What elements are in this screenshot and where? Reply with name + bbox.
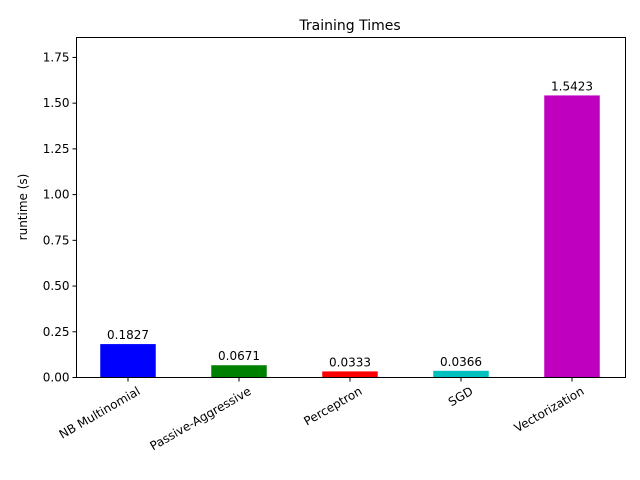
y-axis-label: runtime (s) bbox=[16, 174, 30, 241]
bar bbox=[211, 365, 267, 378]
x-tick-label: NB Multinomial bbox=[57, 384, 143, 442]
y-tick-label: 1.00 bbox=[43, 188, 70, 202]
y-tick-label: 0.00 bbox=[43, 371, 70, 385]
chart-title: Training Times bbox=[298, 18, 400, 34]
bar bbox=[544, 95, 600, 378]
bar-value-label: 0.0333 bbox=[329, 355, 371, 369]
bars-group bbox=[100, 95, 600, 378]
bar bbox=[100, 344, 156, 378]
bar-value-label: 0.0366 bbox=[440, 355, 482, 369]
y-axis-ticks: 0.00 0.25 0.50 0.75 1.00 1.25 1.50 1.75 bbox=[43, 50, 77, 385]
plot-frame bbox=[76, 37, 626, 378]
bar bbox=[322, 371, 378, 378]
x-tick-label: Vectorization bbox=[512, 384, 587, 435]
x-axis-ticks: NB Multinomial Passive-Aggressive Perceptr… bbox=[57, 377, 587, 453]
bar-value-labels: 0.1827 0.0671 0.0333 0.0366 1.5423 bbox=[107, 79, 593, 369]
x-tick-label: Passive-Aggressive bbox=[148, 384, 254, 453]
y-tick-label: 0.50 bbox=[43, 279, 70, 293]
y-tick-label: 0.25 bbox=[43, 325, 70, 339]
y-tick-label: 0.75 bbox=[43, 233, 70, 247]
bar-value-label: 0.0671 bbox=[218, 349, 260, 363]
x-tick-label: Perceptron bbox=[301, 384, 364, 429]
y-tick-label: 1.75 bbox=[43, 50, 70, 64]
y-tick-label: 1.50 bbox=[43, 96, 70, 110]
bar bbox=[433, 370, 489, 378]
bar-value-label: 0.1827 bbox=[107, 328, 149, 342]
y-tick-label: 1.25 bbox=[43, 142, 70, 156]
bar-value-label: 1.5423 bbox=[551, 79, 593, 93]
x-tick-label: SGD bbox=[446, 384, 476, 409]
